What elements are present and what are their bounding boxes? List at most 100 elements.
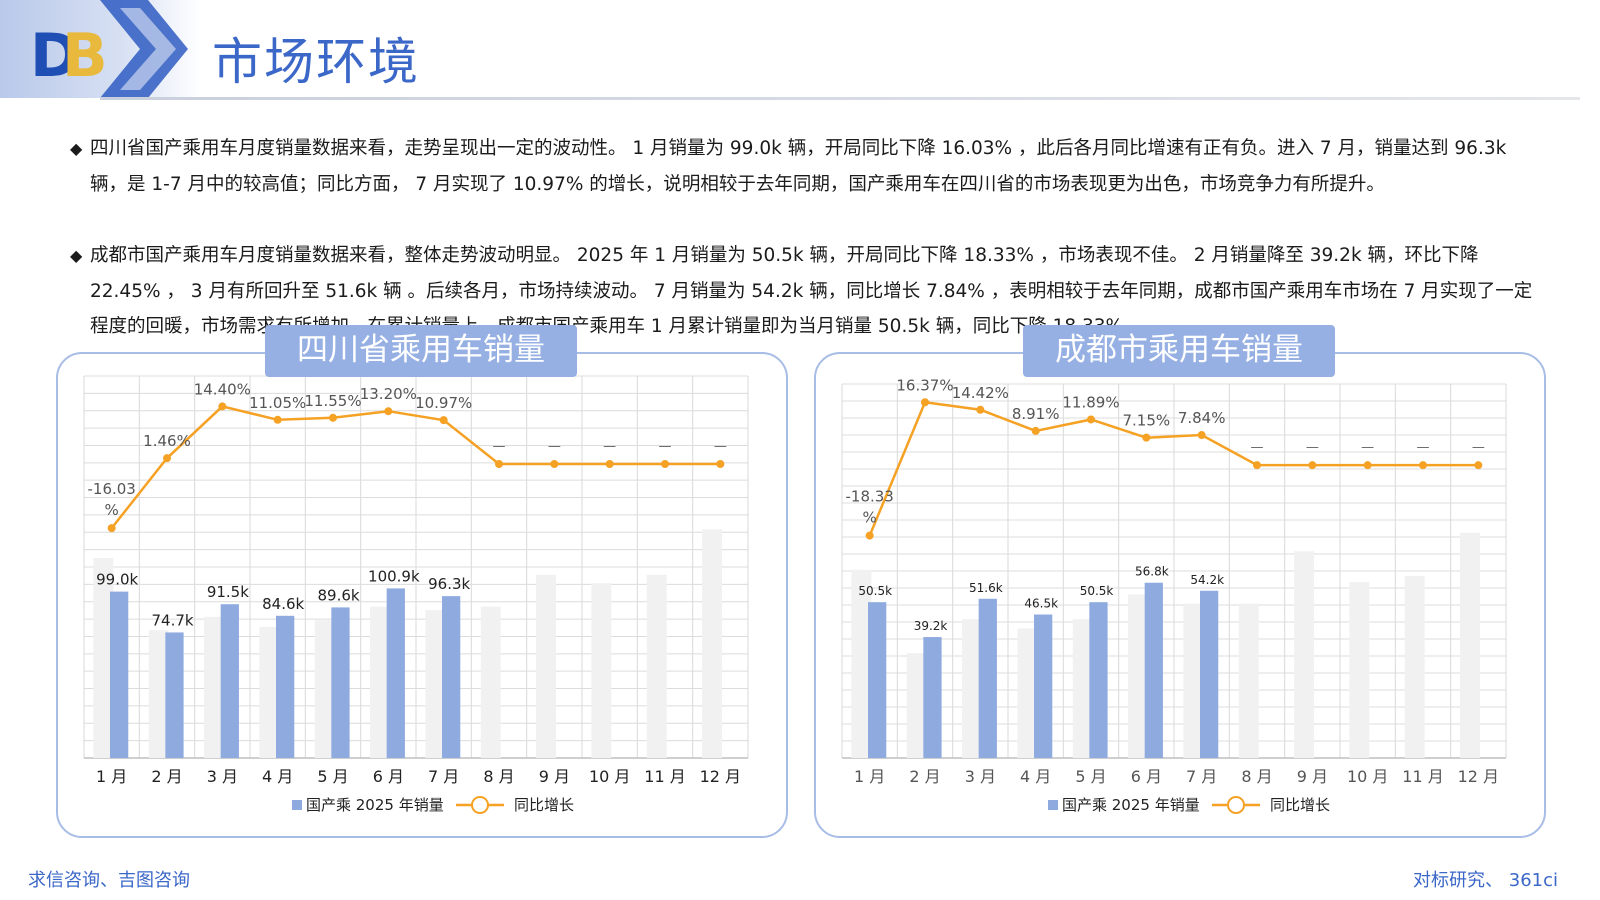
ghost-bar — [425, 610, 446, 758]
x-tick-label: 10 月 — [589, 767, 630, 786]
x-tick-label: 9 月 — [539, 767, 570, 786]
bar — [331, 607, 350, 758]
x-tick-label: 4 月 — [1020, 767, 1051, 786]
paragraph-sichuan: ◆ 四川省国产乘用车月度销量数据来看，走势呈现出一定的波动性。 1 月销量为 9… — [70, 131, 1540, 202]
ghost-bar — [1294, 551, 1314, 758]
ghost-bar — [536, 574, 556, 758]
ghost-bar — [204, 616, 224, 758]
x-tick-label: 5 月 — [317, 767, 348, 786]
line-value-label: — — [603, 439, 616, 454]
x-tick-label: 6 月 — [373, 767, 404, 786]
bar-value-label: 89.6k — [317, 586, 359, 604]
line-series: -18.33% 16.37%14.42%8.91%11.89%7.15% 7.84%… — [845, 376, 1485, 540]
line-value-label: -18.33 — [845, 488, 893, 506]
legend-swatch-marker — [1227, 796, 1245, 814]
ghost-bar — [314, 620, 335, 758]
bar-value-label: 56.8k — [1135, 565, 1169, 579]
ghost-bar — [259, 626, 280, 758]
bar — [220, 604, 239, 758]
bar-value-label: 50.5k — [858, 584, 892, 598]
bar — [978, 598, 997, 758]
ghost-bar — [480, 606, 501, 758]
ghost-bar — [1072, 619, 1093, 758]
ghost-bar — [148, 630, 169, 758]
line-value-label: 14.40% — [194, 380, 251, 398]
ghost-bar — [906, 653, 927, 758]
x-tick-label: 3 月 — [965, 767, 996, 786]
line-point — [1474, 461, 1483, 470]
bar — [165, 632, 184, 758]
line-point — [107, 524, 116, 533]
line-point — [661, 460, 669, 468]
bar-value-label: 39.2k — [914, 619, 948, 633]
line-value-label: 11.55% — [304, 392, 361, 410]
line-point — [1308, 461, 1317, 470]
ghost-bar — [646, 574, 667, 758]
bar — [1034, 614, 1053, 758]
ghost-bar — [1017, 628, 1038, 758]
bar — [923, 637, 942, 758]
x-tick-label: 9 月 — [1297, 767, 1328, 786]
x-tick-label: 1 月 — [854, 767, 885, 786]
legend-label-line: 同比增长 — [514, 796, 574, 814]
x-tick-label: 8 月 — [483, 767, 514, 786]
line-value-label: 11.05% — [249, 394, 306, 412]
line-value-label: 7.15% — [1123, 412, 1171, 430]
chart-title-chengdu: 成都市乘用车销量 — [1023, 325, 1335, 377]
line-point — [384, 407, 393, 416]
chart-panel-chengdu: 50.5k 39.2k 51.6k 46.5k 50.5k 56.8k 54.2k -18.3… — [814, 352, 1546, 838]
ghost-bar — [1460, 532, 1480, 758]
header-divider — [100, 97, 1580, 100]
line-value-label: -16.03 — [87, 480, 135, 498]
bar — [276, 615, 295, 758]
bar — [868, 602, 887, 758]
line-value-label-unit: % — [863, 509, 877, 527]
line-value-label: — — [1472, 440, 1485, 455]
line-series: -16.03% 1.46% 14.40%11.05%11.55%13.20%10.9… — [87, 380, 727, 533]
line-value-label: — — [1417, 440, 1430, 455]
line-point — [1253, 461, 1261, 470]
ghost-bar — [1404, 575, 1425, 758]
bar — [110, 591, 129, 758]
logo-icon: D B — [30, 0, 188, 98]
bullet-diamond-icon: ◆ — [70, 246, 83, 265]
legend-swatch-bar — [292, 800, 302, 810]
ghost-bar — [962, 619, 982, 758]
x-tick-label: 7 月 — [428, 767, 459, 786]
line-value-label-unit: % — [105, 501, 119, 519]
line-point — [1142, 433, 1151, 442]
bar-value-label: 99.0k — [96, 571, 138, 589]
x-tick-label: 7 月 — [1186, 767, 1217, 786]
line-value-label: — — [659, 439, 672, 454]
line-value-label: 7.84% — [1178, 409, 1226, 427]
legend-label-bar: 国产乘 2025 年销量 — [1062, 796, 1200, 814]
bar — [1089, 602, 1108, 758]
line-point — [329, 413, 337, 422]
line-point — [976, 405, 985, 414]
legend-swatch-bar — [1048, 800, 1058, 810]
line-value-label: — — [1361, 440, 1374, 455]
line-point — [273, 415, 282, 424]
line-value-label: — — [548, 439, 561, 454]
chart-panel-sichuan: 99.0k 74.7k 91.5k 84.6k 89.6k 100.9k 96.3k -16.… — [56, 352, 788, 838]
x-tick-label: 3 月 — [207, 767, 238, 786]
ghost-bar — [851, 569, 872, 758]
line-point — [1419, 461, 1427, 470]
chart-title-sichuan: 四川省乘用车销量 — [265, 325, 577, 377]
line-point — [163, 454, 171, 463]
footer-source: 求信咨询、吉图咨询 — [28, 870, 190, 891]
line-value-label: — — [1306, 440, 1319, 455]
line-value-label: 16.37% — [896, 376, 953, 394]
bar — [1200, 590, 1219, 758]
bar-value-label: 51.6k — [969, 581, 1003, 595]
x-tick-label: 10 月 — [1347, 767, 1388, 786]
line-point — [1031, 426, 1040, 435]
paragraph-text: 四川省国产乘用车月度销量数据来看，走势呈现出一定的波动性。 1 月销量为 99.… — [90, 138, 1507, 195]
ghost-bar — [370, 606, 390, 758]
x-tick-label: 8 月 — [1241, 767, 1272, 786]
svg-text:B: B — [62, 21, 108, 91]
line-point — [716, 460, 725, 468]
svg-text:D: D — [30, 21, 80, 91]
x-tick-label: 11 月 — [1402, 767, 1443, 786]
grid — [841, 383, 1507, 759]
